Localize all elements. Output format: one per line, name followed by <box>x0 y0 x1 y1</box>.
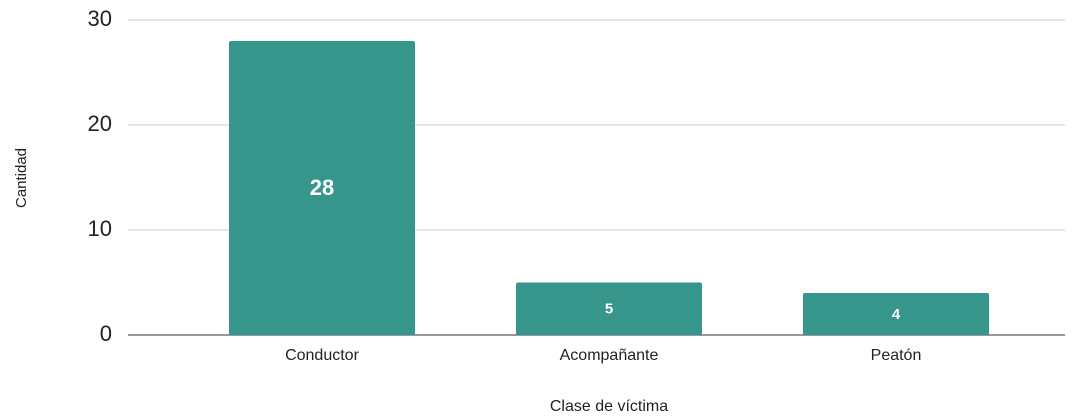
bar <box>516 282 702 335</box>
bar <box>803 293 989 335</box>
y-axis-title: Cantidad <box>13 148 30 208</box>
x-tick-label: Conductor <box>285 347 359 364</box>
bar <box>229 41 415 335</box>
x-tick-label: Acompañante <box>560 347 659 364</box>
data-label: 28 <box>310 175 334 200</box>
y-tick-label: 0 <box>100 321 112 346</box>
y-tick-label: 30 <box>88 6 112 31</box>
y-tick-label: 20 <box>88 111 112 136</box>
data-label: 5 <box>605 301 613 318</box>
x-axis-title: Clase de víctima <box>550 398 668 415</box>
data-label: 4 <box>892 306 901 323</box>
x-tick-label: Peatón <box>871 347 922 364</box>
y-tick-label: 10 <box>88 216 112 241</box>
